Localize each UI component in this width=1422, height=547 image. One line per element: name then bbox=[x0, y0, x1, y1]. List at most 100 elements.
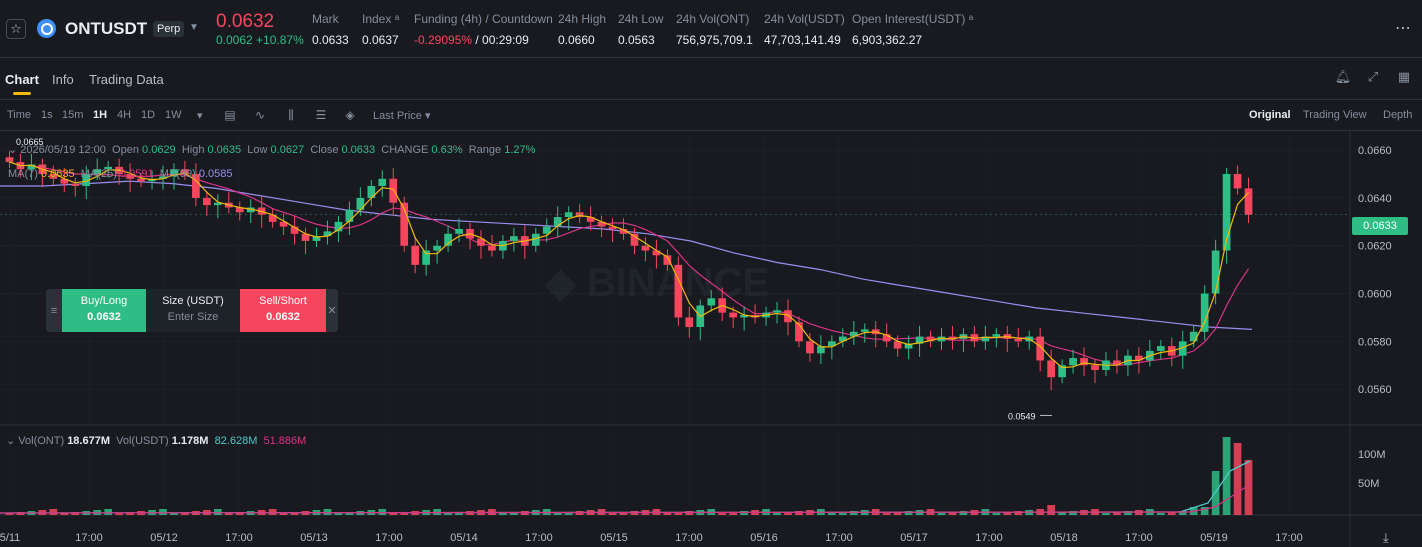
candle-body bbox=[608, 226, 617, 229]
candle-body bbox=[5, 157, 14, 163]
chevron-down-icon[interactable]: ⌄ bbox=[6, 435, 19, 447]
chevron-down-icon[interactable]: ⌄ bbox=[8, 144, 21, 156]
volume-bar bbox=[882, 513, 891, 515]
stat-value: -0.29095% / 00:29:09 bbox=[414, 33, 553, 47]
stat-open-interest[interactable]: Open Interest(USDT) ᵃ 6,903,362.27 bbox=[852, 12, 973, 47]
chevron-down-icon[interactable]: ▼ bbox=[189, 22, 199, 33]
volume-bar bbox=[904, 511, 913, 515]
tab-chart[interactable]: Chart bbox=[5, 72, 39, 95]
candle-body bbox=[323, 231, 332, 237]
candle-body bbox=[1156, 346, 1165, 351]
candle-body bbox=[926, 336, 935, 342]
legend-low: 0.0627 bbox=[270, 144, 305, 156]
symbol-name[interactable]: ONTUSDT bbox=[65, 19, 148, 38]
volume-bar bbox=[170, 513, 178, 515]
sell-short-button[interactable]: Sell/Short 0.0632 bbox=[240, 289, 326, 332]
size-input[interactable]: Size (USDT) Enter Size bbox=[146, 289, 240, 332]
candle-body bbox=[674, 264, 683, 318]
stat-value: 0.0563 bbox=[618, 33, 655, 47]
settings-list-icon[interactable]: ☰ bbox=[315, 108, 327, 122]
volume-tick-label: 50M bbox=[1358, 478, 1379, 490]
tab-info[interactable]: Info bbox=[52, 72, 74, 87]
candle-body bbox=[817, 346, 825, 354]
legend-change: 0.63% bbox=[431, 144, 463, 156]
volume-bar bbox=[849, 511, 858, 515]
stat-value: 6,903,362.27 bbox=[852, 33, 923, 47]
price-tick-label: 0.0560 bbox=[1358, 384, 1392, 396]
indicator-icon[interactable]: ∿ bbox=[254, 108, 266, 122]
funding-rate: -0.29095% bbox=[414, 33, 473, 47]
buy-long-button[interactable]: Buy/Long 0.0632 bbox=[62, 289, 146, 332]
legend-range: 1.27% bbox=[504, 144, 536, 156]
expand-icon[interactable]: ⤢ bbox=[1367, 69, 1379, 84]
candle-body bbox=[49, 174, 58, 179]
chart-canvas[interactable]: ◆ BINANCE 0.06600.06400.06200.06000.0580… bbox=[0, 131, 1422, 547]
candle-body bbox=[181, 169, 189, 175]
volume-bar bbox=[499, 513, 507, 515]
stat-label: 24h Vol(USDT) bbox=[764, 12, 845, 26]
stat-value: 756,975,709.1 bbox=[676, 33, 753, 47]
view-depth[interactable]: Depth bbox=[1383, 109, 1413, 121]
candle-body bbox=[553, 217, 562, 227]
candle-body bbox=[82, 174, 91, 186]
candle-body bbox=[170, 169, 178, 177]
interval-1h[interactable]: 1H bbox=[93, 109, 108, 121]
interval-1w[interactable]: 1W bbox=[165, 109, 182, 121]
interval-4h[interactable]: 4H bbox=[117, 109, 132, 121]
price-tick-label: 0.0660 bbox=[1358, 145, 1392, 157]
interval-1d[interactable]: 1D bbox=[141, 109, 156, 121]
volume-bar bbox=[1167, 512, 1176, 515]
candle-body bbox=[860, 329, 869, 332]
interval-dropdown-icon[interactable]: ▾ bbox=[197, 110, 203, 122]
legend-low-label: Low bbox=[247, 144, 268, 156]
bell-icon[interactable]: 🔔︎ bbox=[1334, 69, 1352, 84]
candle-body bbox=[915, 336, 924, 344]
candle-body bbox=[367, 185, 376, 198]
size-placeholder: Enter Size bbox=[167, 311, 219, 323]
vol-ma1-value: 82.628M bbox=[214, 435, 258, 447]
candle-body bbox=[849, 331, 858, 337]
price-markers: 0.0549 0.0665 ⤓ bbox=[0, 137, 1389, 546]
time-axis: 5/11 17:00 05/12 17:00 05/13 17:00 05/14 17:00 0… bbox=[0, 532, 1303, 544]
candle-type-icon[interactable]: ⫼ bbox=[288, 107, 294, 122]
price-tick-label: 0.0580 bbox=[1358, 336, 1392, 348]
candle-body bbox=[981, 336, 990, 342]
ticker-bar: ☆ ONTUSDT Perp ▼ 0.0632 0.0062 +10.87% M… bbox=[0, 0, 1422, 58]
stat-label: 24h Vol(ONT) bbox=[676, 12, 750, 26]
close-icon[interactable]: ✕ bbox=[327, 305, 337, 317]
volume-legend: ⌄ Vol(ONT) 18.677M Vol(USDT) 1.178M 82.6… bbox=[6, 434, 306, 447]
drawing-icon[interactable]: ◈ bbox=[345, 108, 355, 122]
time-tick-label: 05/12 bbox=[150, 532, 178, 544]
stat-index[interactable]: Index ᵃ 0.0637 bbox=[362, 12, 399, 47]
candle-body bbox=[795, 322, 803, 342]
candle-body bbox=[411, 245, 420, 265]
price-chart[interactable]: ◆ BINANCE 0.0660 0.0640 0.0620 0.0600 0.0580… bbox=[0, 131, 1422, 547]
candle-body bbox=[1113, 360, 1121, 366]
time-tick-label: 17:00 bbox=[375, 532, 403, 544]
drag-handle-icon[interactable]: ≡ bbox=[50, 304, 58, 317]
view-trading-view[interactable]: Trading View bbox=[1303, 109, 1367, 121]
star-icon[interactable]: ☆ bbox=[6, 19, 26, 39]
more-icon[interactable]: ⋯ bbox=[1395, 20, 1412, 37]
interval-time[interactable]: Time bbox=[7, 109, 32, 121]
interval-15m[interactable]: 15m bbox=[62, 109, 84, 121]
stat-label: Index ᵃ bbox=[362, 12, 400, 26]
view-original[interactable]: Original bbox=[1249, 109, 1291, 121]
candle-body bbox=[1036, 336, 1045, 361]
time-tick-label: 05/17 bbox=[900, 532, 928, 544]
candle-body bbox=[400, 202, 409, 246]
legend-range-label: Range bbox=[468, 144, 502, 156]
calendar-icon[interactable]: ▤ bbox=[224, 108, 236, 122]
candle-body bbox=[389, 178, 398, 203]
candle-body bbox=[904, 343, 913, 349]
candle-body bbox=[1200, 293, 1209, 332]
layout-grid-icon[interactable]: ▦ bbox=[1397, 69, 1411, 84]
candle-body bbox=[203, 197, 211, 206]
interval-1s[interactable]: 1s bbox=[41, 109, 53, 121]
volume-bar bbox=[5, 513, 14, 515]
tab-trading-data[interactable]: Trading Data bbox=[89, 72, 164, 87]
time-tick-label: 17:00 bbox=[975, 532, 1003, 544]
price-type-select[interactable]: Last Price ▾ bbox=[373, 110, 431, 122]
perp-badge: Perp bbox=[153, 21, 185, 37]
stat-24h-high: 24h High 0.0660 bbox=[558, 12, 606, 47]
